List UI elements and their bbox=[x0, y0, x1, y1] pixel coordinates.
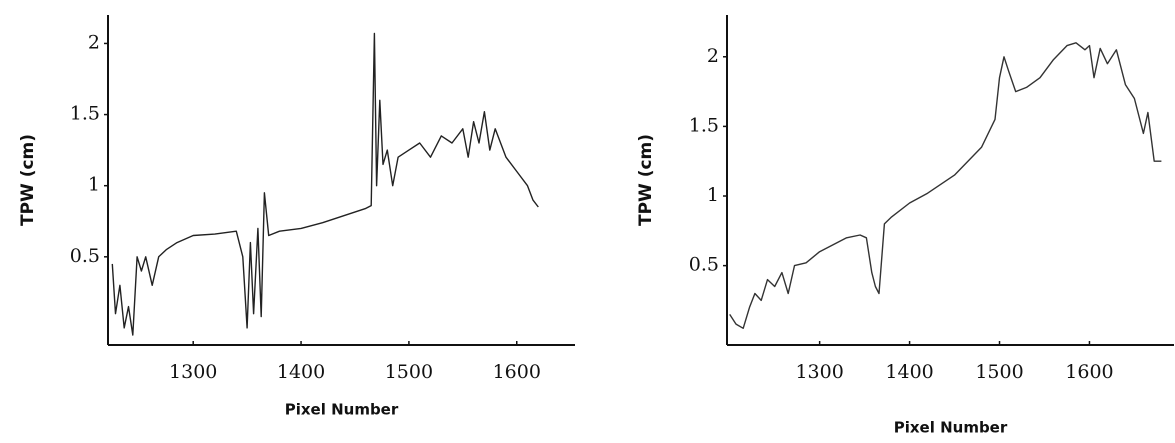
x-tick-label: 1600 bbox=[1065, 361, 1113, 383]
x-tick-label: 1300 bbox=[169, 361, 217, 383]
x-axis-title: Pixel Number bbox=[285, 401, 399, 419]
x-tick-label: 1500 bbox=[385, 361, 433, 383]
y-tick-label: 1.5 bbox=[70, 103, 100, 125]
data-line bbox=[111, 32, 539, 336]
y-tick-label: 1.5 bbox=[689, 114, 719, 136]
y-tick-label: 1 bbox=[707, 184, 719, 206]
x-tick-label: 1400 bbox=[277, 361, 325, 383]
y-axis-title: TPW (cm) bbox=[636, 134, 656, 226]
y-tick-label: 0.5 bbox=[70, 245, 100, 267]
y-tick-label: 0.5 bbox=[689, 254, 719, 276]
x-axis-title: Pixel Number bbox=[894, 419, 1008, 437]
data-line bbox=[729, 42, 1162, 329]
x-tick-label: 1300 bbox=[795, 361, 843, 383]
y-tick-label: 1 bbox=[88, 174, 100, 196]
x-tick-label: 1400 bbox=[885, 361, 933, 383]
x-tick-label: 1600 bbox=[493, 361, 541, 383]
y-tick-label: 2 bbox=[707, 45, 719, 67]
y-axis-title: TPW (cm) bbox=[18, 134, 38, 226]
x-tick-label: 1500 bbox=[975, 361, 1023, 383]
y-tick-label: 2 bbox=[88, 31, 100, 53]
